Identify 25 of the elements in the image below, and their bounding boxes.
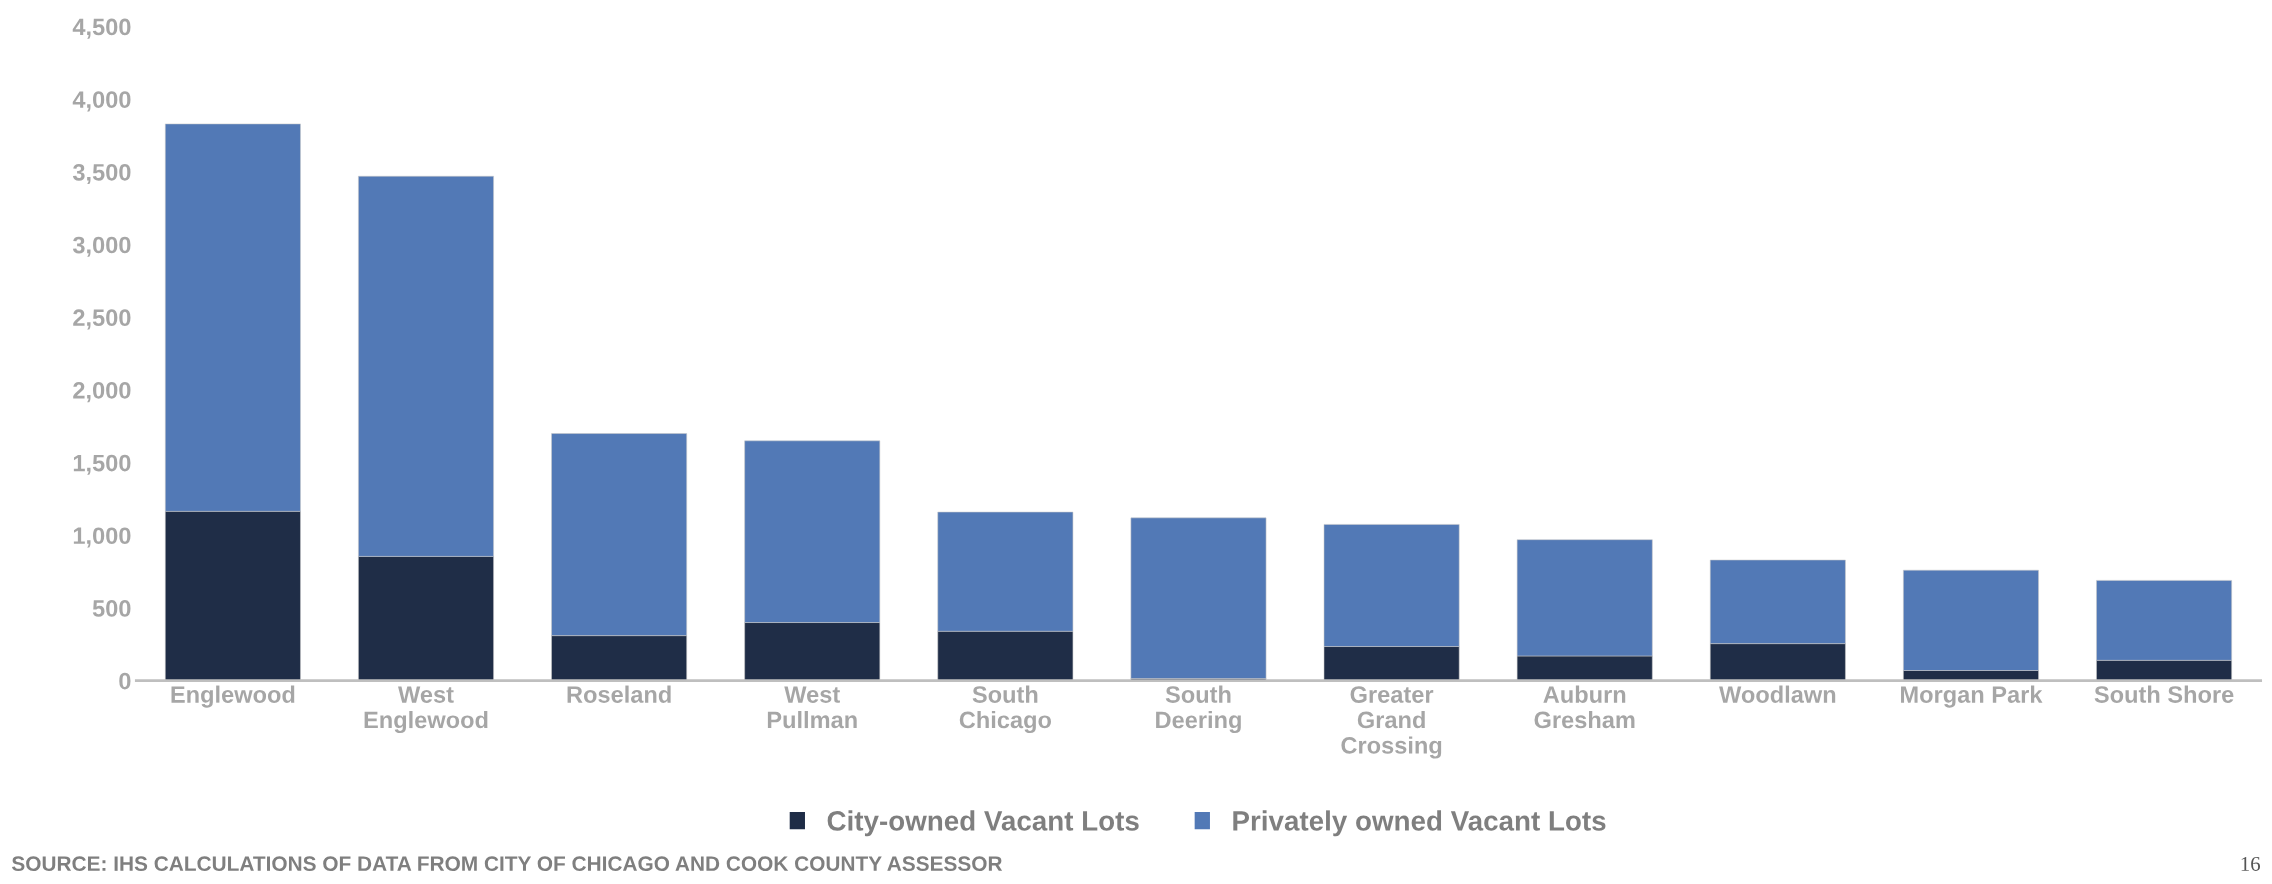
y-tick-label: 1,500 xyxy=(73,454,131,475)
y-tick-label: 2,500 xyxy=(73,309,131,330)
x-tick-label: Woodlawn xyxy=(1719,685,1836,703)
y-tick-label: 0 xyxy=(119,672,131,690)
y-tick-label: 3,000 xyxy=(72,236,131,257)
y-tick-label: 4,500 xyxy=(72,18,131,39)
text: 16 xyxy=(2241,856,2261,871)
x-tick-label: Greater Grand Crossing xyxy=(1341,686,1442,759)
x-tick-label: Roseland xyxy=(567,685,671,703)
x-tick-label: South Deering xyxy=(1156,685,1241,734)
legend-label: City-owned Vacant Lots xyxy=(827,810,1139,837)
x-tick-label: West Englewood xyxy=(364,686,488,734)
y-tick-label: 500 xyxy=(92,600,131,617)
x-tick-label: Englewood xyxy=(171,685,295,708)
y-tick-label: 2,000 xyxy=(73,382,131,403)
legend-label: Privately owned Vacant Lots xyxy=(1233,810,1606,837)
x-tick-label: West Pullman xyxy=(767,686,857,729)
y-tick-label: 3,500 xyxy=(72,163,131,185)
y-tick-label: 4,000 xyxy=(72,91,131,112)
x-tick-label: South Shore xyxy=(2094,685,2234,703)
x-tick-label: Morgan Park xyxy=(1901,685,2043,708)
x-tick-label: Auburn Gresham xyxy=(1534,685,1635,729)
x-tick-label: South Chicago xyxy=(959,685,1052,734)
y-tick-label: 1,000 xyxy=(73,527,131,548)
source-note: SOURCE: IHS CALCULATIONS OF DATA FROM CITY OF CHICAGO AND COOK COUNTY ASSESSOR xyxy=(11,856,1003,872)
